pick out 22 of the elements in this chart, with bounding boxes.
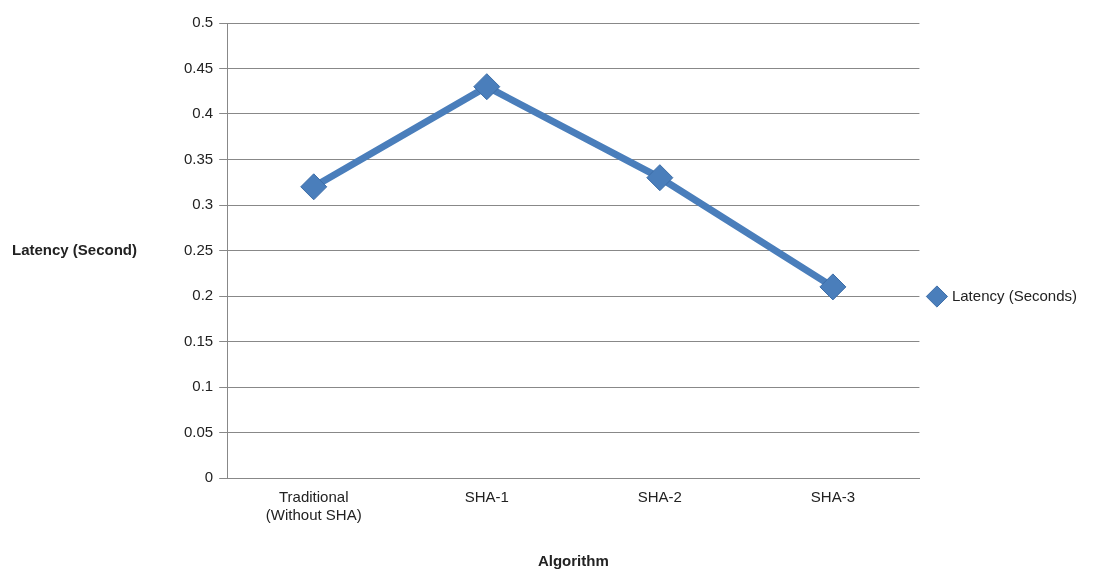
x-tick-label: SHA-2 [637, 488, 682, 506]
y-tick-label: 0.5 [192, 13, 214, 31]
y-tick-label: 0.35 [183, 149, 214, 167]
point [646, 164, 674, 192]
y-tick-label: 0.1 [192, 377, 214, 395]
x-tick-label: Traditional (Without SHA) [265, 488, 362, 524]
legend-label: Latency (Seconds) [951, 286, 1078, 304]
point [300, 173, 328, 201]
y-tick-label: 0.25 [183, 240, 214, 258]
y-tick-label: 0.3 [192, 195, 214, 213]
x-tick-label: SHA-1 [464, 488, 509, 506]
x-tick-label: SHA-3 [810, 488, 855, 506]
point [473, 73, 501, 101]
y-tick-label: 0 [204, 468, 214, 486]
x-axis-title: Algorithm [537, 552, 609, 570]
point [819, 273, 847, 301]
y-tick-label: 0.45 [183, 58, 214, 76]
y-tick-label: 0.15 [183, 331, 214, 349]
y-tick-label: 0.05 [183, 422, 214, 440]
y-tick-label: 0.4 [192, 104, 214, 122]
y-tick-label: 0.2 [192, 286, 214, 304]
y-axis-title: Latency (Second) [12, 240, 138, 258]
